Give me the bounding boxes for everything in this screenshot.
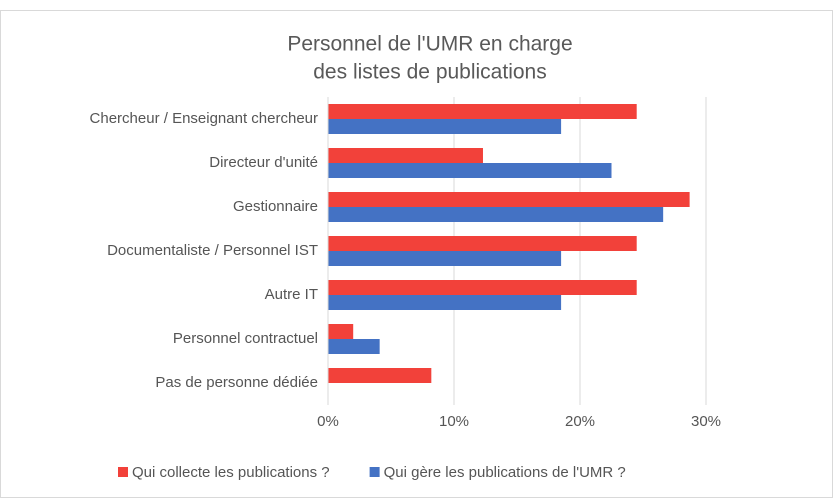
bar xyxy=(328,163,612,178)
chart-title: Personnel de l'UMR en charge xyxy=(287,33,572,56)
legend-swatch xyxy=(369,467,380,477)
bar xyxy=(328,251,562,266)
x-tick-label: 30% xyxy=(691,413,721,430)
bar xyxy=(328,104,637,119)
bar xyxy=(328,339,380,354)
y-tick-label: Pas de personne dédiée xyxy=(155,374,318,391)
legend-swatch xyxy=(118,467,128,477)
legend-label: Qui collecte les publications ? xyxy=(132,464,330,481)
bar xyxy=(328,324,354,339)
bar xyxy=(328,295,562,310)
bar xyxy=(328,148,483,163)
x-tick-label: 20% xyxy=(565,413,595,430)
y-tick-label: Personnel contractuel xyxy=(173,330,318,347)
y-tick-label: Autre IT xyxy=(265,286,318,303)
x-tick-label: 10% xyxy=(439,413,469,430)
y-tick-label: Gestionnaire xyxy=(233,198,318,215)
chart-title: des listes de publications xyxy=(313,61,546,84)
y-tick-label: Directeur d'unité xyxy=(209,154,318,171)
bar xyxy=(328,207,664,222)
y-tick-label: Documentaliste / Personnel IST xyxy=(107,242,318,259)
bar xyxy=(328,368,432,383)
bar xyxy=(328,119,562,134)
legend-label: Qui gère les publications de l'UMR ? xyxy=(384,464,626,481)
x-tick-label: 0% xyxy=(317,413,339,430)
bar xyxy=(328,280,637,295)
y-tick-label: Chercheur / Enseignant chercheur xyxy=(90,110,318,127)
bar xyxy=(328,236,637,251)
bar xyxy=(328,192,690,207)
